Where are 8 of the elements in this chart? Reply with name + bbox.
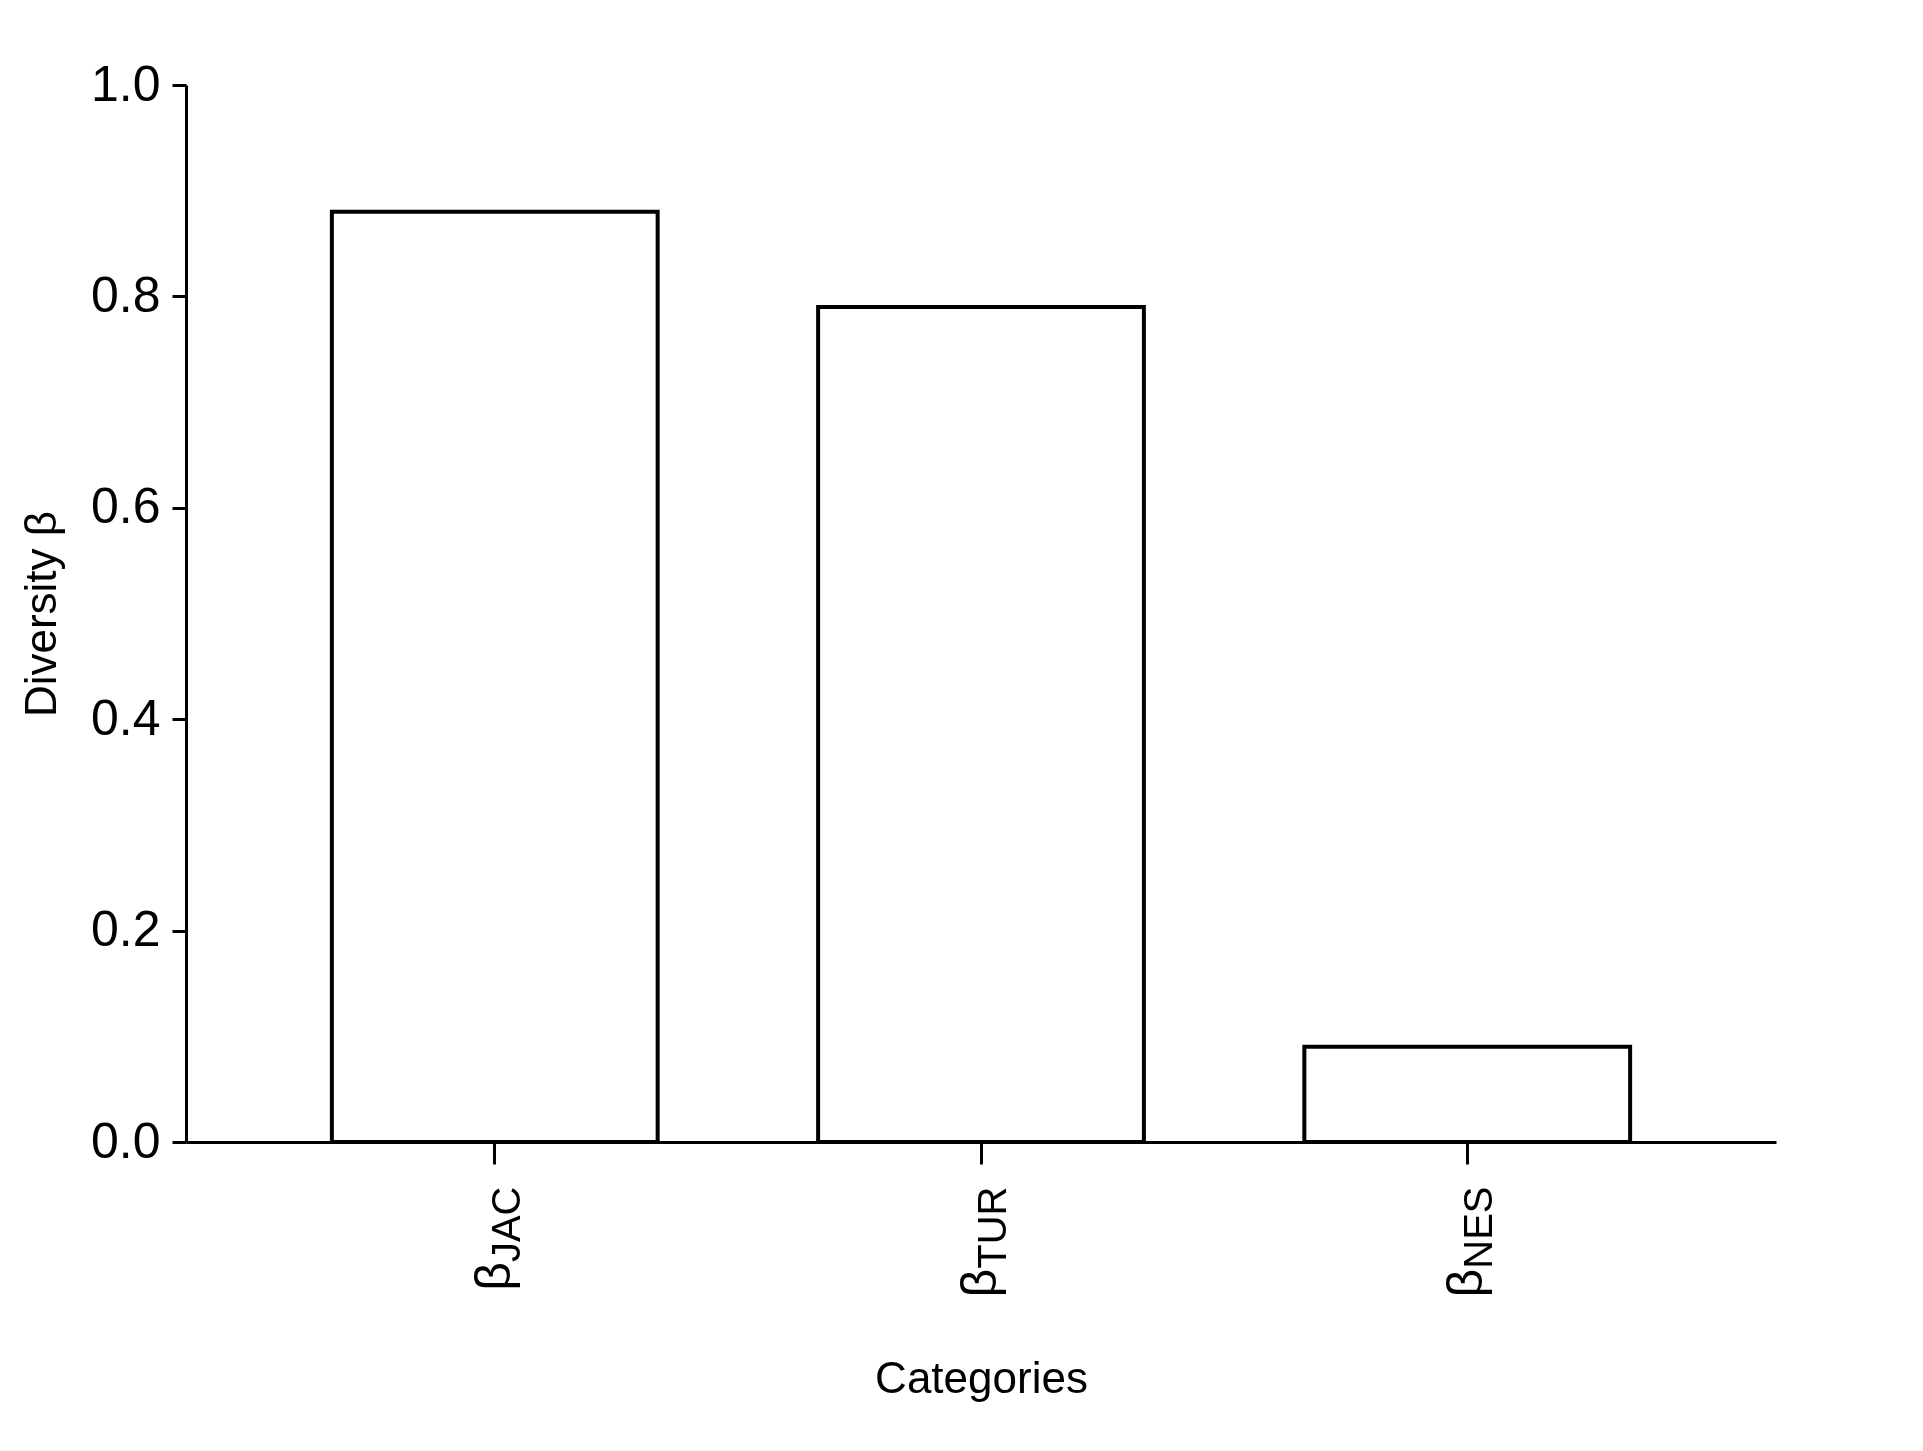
y-tick-label: 0.8 xyxy=(90,266,161,323)
y-tick-label: 0.4 xyxy=(90,689,161,746)
y-tick-label: 1.0 xyxy=(90,55,161,112)
y-axis-title: Diversity β xyxy=(15,510,65,718)
y-tick-label: 0.6 xyxy=(90,478,161,535)
x-axis-title: Categories xyxy=(875,1353,1088,1403)
y-tick-label: 0.2 xyxy=(90,901,161,958)
y-tick-label: 0.0 xyxy=(90,1112,161,1169)
